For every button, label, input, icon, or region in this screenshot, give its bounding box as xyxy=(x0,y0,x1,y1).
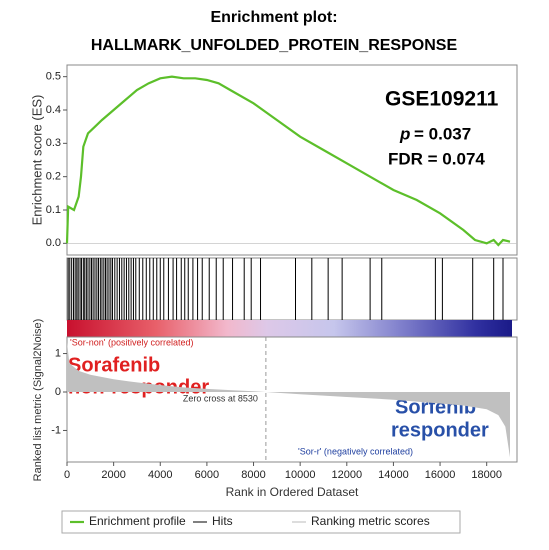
x-tick-label: 2000 xyxy=(101,469,125,481)
y-tick-label: 0.2 xyxy=(46,171,61,183)
rank-color-bar xyxy=(67,320,512,337)
x-axis-label: Rank in Ordered Dataset xyxy=(226,485,359,499)
nonresponder-label: Sorafenib xyxy=(68,354,160,376)
p-value: = 0.037 xyxy=(414,124,471,143)
hits-frame xyxy=(66,257,518,321)
y-tick-label: 0.3 xyxy=(46,137,61,149)
y-tick-label: 0.0 xyxy=(46,237,61,249)
x-tick-label: 10000 xyxy=(285,469,316,481)
es-frame xyxy=(66,64,518,256)
fdr-value: FDR = 0.074 xyxy=(388,149,485,168)
legend xyxy=(61,510,461,534)
zero-cross-label: Zero cross at 8530 xyxy=(183,393,258,403)
chart-title: HALLMARK_UNFOLDED_PROTEIN_RESPONSE xyxy=(91,37,458,54)
legend-label: Hits xyxy=(212,514,233,528)
x-tick-label: 18000 xyxy=(471,469,502,481)
chart-title: Enrichment plot: xyxy=(210,9,337,26)
x-tick-label: 0 xyxy=(64,469,70,481)
x-tick-label: 16000 xyxy=(425,469,456,481)
x-tick-label: 12000 xyxy=(331,469,362,481)
es-line xyxy=(65,75,511,247)
es-axis-label: Enrichment score (ES) xyxy=(29,95,44,226)
legend-label: Enrichment profile xyxy=(89,514,186,528)
p-symbol: p xyxy=(399,124,410,143)
dataset-label: GSE109211 xyxy=(385,88,499,111)
metric-frame xyxy=(66,336,518,463)
x-tick-label: 8000 xyxy=(241,469,265,481)
responder-label: responder xyxy=(391,419,489,441)
legend-label: Ranking metric scores xyxy=(311,514,430,528)
x-tick-label: 6000 xyxy=(195,469,219,481)
neg-label: 'Sor-r' (negatively correlated) xyxy=(298,446,413,456)
pos-label: 'Sor-non' (positively correlated) xyxy=(70,337,194,347)
x-tick-label: 14000 xyxy=(378,469,409,481)
metric-area xyxy=(67,342,511,458)
x-tick-label: 4000 xyxy=(148,469,172,481)
y-tick-label: -1 xyxy=(51,424,61,436)
y-tick-label: 0.1 xyxy=(46,204,61,216)
metric-axis-label: Ranked list metric (Signal2Noise) xyxy=(32,319,44,482)
y-tick-label: 0.5 xyxy=(46,71,61,83)
y-tick-label: 0 xyxy=(55,386,61,398)
y-tick-label: 0.4 xyxy=(46,104,61,116)
y-tick-label: 1 xyxy=(55,347,61,359)
